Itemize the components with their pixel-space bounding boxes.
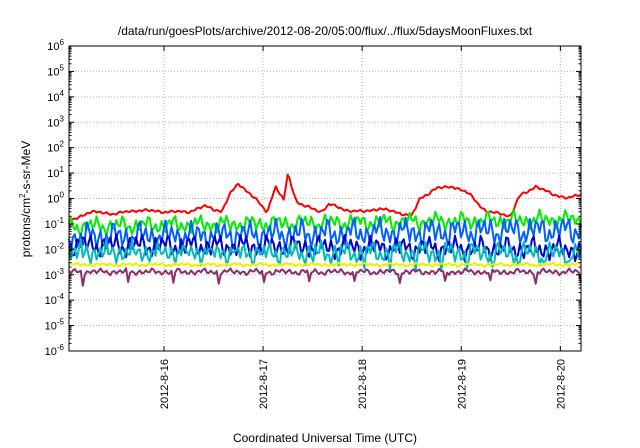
y-tick-label: 10-5 xyxy=(45,318,65,333)
y-tick-label: 10-2 xyxy=(45,241,65,256)
series-line-7 xyxy=(68,267,582,287)
y-tick-label: 105 xyxy=(47,63,64,78)
y-tick-label: 10-6 xyxy=(45,343,65,358)
y-tick-label: 10-3 xyxy=(45,267,65,282)
x-tick-label: 2012-8-19 xyxy=(456,359,468,409)
x-tick-label: 2012-8-18 xyxy=(357,359,369,409)
x-tick-label: 2012-8-17 xyxy=(258,359,270,409)
y-tick-label: 10-4 xyxy=(45,292,65,307)
y-axis-label-sup: 2 xyxy=(18,193,27,198)
y-tick-label: 10-1 xyxy=(45,216,65,231)
series-group xyxy=(68,173,582,287)
y-axis-ticks: 106 105 104 103 102 101 100 10-1 10-2 10-3 10-4 10-… xyxy=(45,38,581,358)
series-line-1 xyxy=(69,173,582,222)
y-tick-label: 104 xyxy=(47,89,64,104)
y-tick-label: 103 xyxy=(47,114,64,129)
grid xyxy=(69,46,581,351)
y-axis-label: protons/cm2-s-sr-MeV xyxy=(18,141,33,257)
y-tick-label: 102 xyxy=(47,140,64,155)
x-tick-label: 2012-8-20 xyxy=(555,359,567,409)
series-line-6 xyxy=(68,261,582,268)
y-tick-label: 106 xyxy=(47,38,64,53)
x-tick-label: 2012-8-16 xyxy=(159,359,171,409)
series-line-5 xyxy=(68,237,582,273)
chart-title: /data/run/goesPlots/archive/2012-08-20/0… xyxy=(118,24,533,38)
x-axis-label: Coordinated Universal Time (UTC) xyxy=(233,431,417,445)
x-axis-ticks: 2012-8-16 2012-8-17 2012-8-18 2012-8-19 2012… xyxy=(159,46,567,409)
y-tick-label: 100 xyxy=(47,191,64,206)
y-tick-label: 101 xyxy=(47,165,64,180)
y-axis-label-prefix: protons/cm xyxy=(19,198,33,257)
y-axis-label-suffix: -s-sr-MeV xyxy=(19,141,33,194)
series-line-2 xyxy=(68,208,582,238)
